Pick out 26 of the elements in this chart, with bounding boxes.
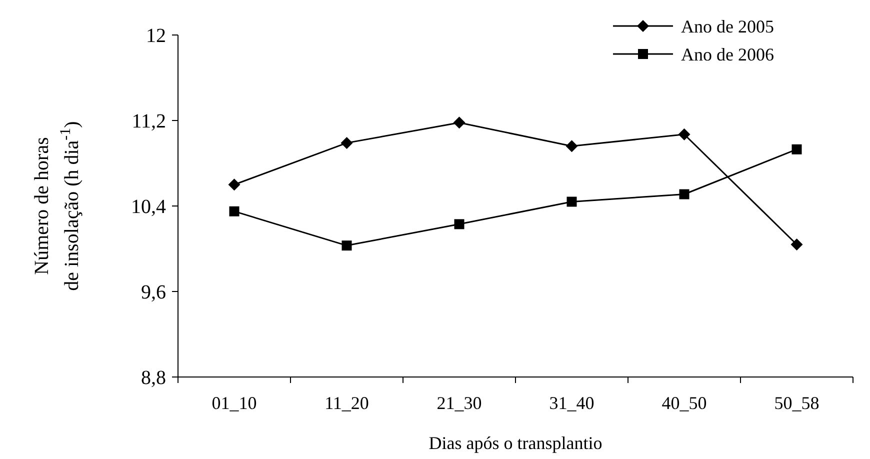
x-tick-label: 21_30 bbox=[436, 393, 482, 413]
legend-label: Ano de 2006 bbox=[681, 44, 774, 64]
point bbox=[678, 128, 690, 140]
point bbox=[454, 219, 464, 230]
y-tick-label: 8,8 bbox=[141, 367, 166, 389]
point bbox=[566, 140, 578, 152]
y-tick-label: 12 bbox=[146, 25, 166, 47]
x-tick-label: 01_10 bbox=[212, 393, 257, 413]
y-tick-label: 11,2 bbox=[132, 110, 166, 132]
point bbox=[340, 136, 353, 149]
x-tick-label: 40_50 bbox=[662, 393, 707, 413]
point bbox=[679, 189, 690, 200]
point bbox=[566, 196, 577, 207]
point bbox=[342, 240, 352, 251]
y-tick-label: 9,6 bbox=[141, 282, 166, 304]
x-tick-label: 50_58 bbox=[774, 393, 820, 413]
x-axis-title: Dias após o transplantio bbox=[428, 433, 602, 453]
point bbox=[453, 116, 466, 129]
point bbox=[792, 144, 802, 154]
point bbox=[790, 238, 803, 250]
point bbox=[228, 178, 240, 191]
legend-label: Ano de 2005 bbox=[681, 16, 774, 36]
x-tick-label: 11_20 bbox=[324, 393, 369, 413]
x-tick-label: 31_40 bbox=[549, 393, 594, 413]
y-tick-label: 10,4 bbox=[131, 196, 166, 218]
point bbox=[229, 206, 240, 216]
